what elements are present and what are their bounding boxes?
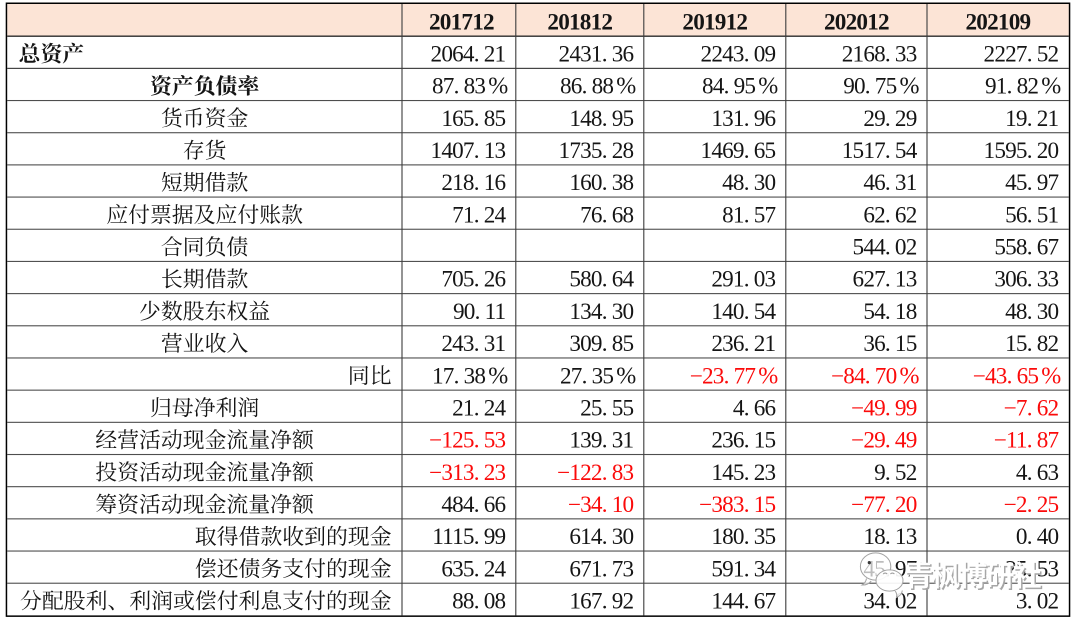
svg-text:3. 02: 3. 02 — [1016, 589, 1059, 615]
svg-text:−2. 25: −2. 25 — [1004, 492, 1059, 518]
svg-text:1407. 13: 1407. 13 — [431, 138, 506, 164]
svg-text:614. 30: 614. 30 — [569, 524, 633, 550]
svg-text:−122. 83: −122. 83 — [557, 460, 633, 486]
svg-text:544. 02: 544. 02 — [853, 235, 917, 261]
svg-text:−43. 65%: −43. 65% — [973, 363, 1062, 389]
svg-text:−383. 15: −383. 15 — [699, 492, 775, 518]
svg-text:201812: 201812 — [547, 9, 612, 35]
svg-text:17. 38%: 17. 38% — [432, 363, 508, 389]
svg-text:84. 95%: 84. 95% — [702, 74, 778, 100]
svg-text:236. 15: 236. 15 — [711, 428, 775, 454]
svg-text:54. 18: 54. 18 — [863, 299, 916, 325]
svg-text:46. 31: 46. 31 — [863, 170, 916, 196]
svg-text:671. 73: 671. 73 — [569, 556, 633, 582]
svg-text:−23. 77%: −23. 77% — [690, 363, 779, 389]
svg-text:−34. 10: −34. 10 — [568, 492, 634, 518]
svg-text:140. 54: 140. 54 — [711, 299, 776, 325]
svg-text:145. 23: 145. 23 — [711, 460, 775, 486]
svg-text:76. 68: 76. 68 — [580, 202, 633, 228]
svg-text:180. 35: 180. 35 — [711, 524, 775, 550]
svg-text:−7. 62: −7. 62 — [1004, 395, 1059, 421]
svg-text:18. 13: 18. 13 — [863, 524, 916, 550]
svg-text:9. 52: 9. 52 — [874, 460, 917, 486]
svg-text:202109: 202109 — [966, 9, 1031, 35]
svg-text:1469. 65: 1469. 65 — [701, 138, 776, 164]
svg-text:15. 82: 15. 82 — [1005, 331, 1058, 357]
svg-text:144. 67: 144. 67 — [711, 589, 775, 615]
svg-text:27. 35%: 27. 35% — [560, 363, 636, 389]
svg-text:34. 02: 34. 02 — [863, 589, 916, 615]
svg-text:2168. 33: 2168. 33 — [842, 42, 917, 68]
svg-text:87. 83%: 87. 83% — [432, 74, 508, 100]
svg-text:218. 16: 218. 16 — [441, 170, 505, 196]
svg-text:4. 63: 4. 63 — [1016, 460, 1059, 486]
svg-text:56. 51: 56. 51 — [1005, 202, 1058, 228]
svg-text:580. 64: 580. 64 — [569, 267, 634, 293]
svg-text:90. 11: 90. 11 — [453, 299, 506, 325]
svg-text:−29. 49: −29. 49 — [851, 428, 917, 454]
svg-text:236. 21: 236. 21 — [711, 331, 775, 357]
svg-text:1115. 99: 1115. 99 — [432, 524, 505, 550]
svg-text:1517. 54: 1517. 54 — [842, 138, 918, 164]
svg-text:160. 38: 160. 38 — [569, 170, 633, 196]
svg-text:201912: 201912 — [682, 9, 747, 35]
svg-text:139. 31: 139. 31 — [569, 428, 633, 454]
svg-text:148. 95: 148. 95 — [569, 106, 633, 132]
svg-text:−11. 87: −11. 87 — [994, 428, 1059, 454]
svg-text:25. 55: 25. 55 — [580, 395, 633, 421]
svg-text:−313. 23: −313. 23 — [429, 460, 505, 486]
svg-text:243. 31: 243. 31 — [441, 331, 505, 357]
svg-text:167. 92: 167. 92 — [569, 589, 633, 615]
svg-text:−125. 53: −125. 53 — [429, 428, 505, 454]
svg-text:21. 24: 21. 24 — [452, 395, 506, 421]
svg-text:91. 82%: 91. 82% — [985, 74, 1061, 100]
svg-text:48. 30: 48. 30 — [722, 170, 775, 196]
svg-text:202012: 202012 — [824, 9, 889, 35]
svg-text:88. 08: 88. 08 — [452, 589, 505, 615]
svg-text:627. 13: 627. 13 — [853, 267, 917, 293]
svg-text:705. 26: 705. 26 — [441, 267, 505, 293]
svg-text:201712: 201712 — [429, 9, 494, 35]
svg-text:591. 34: 591. 34 — [711, 556, 776, 582]
svg-text:−49. 99: −49. 99 — [851, 395, 917, 421]
svg-text:29. 29: 29. 29 — [863, 106, 916, 132]
svg-text:484. 66: 484. 66 — [441, 492, 505, 518]
svg-text:19. 21: 19. 21 — [1005, 106, 1058, 132]
svg-text:62. 62: 62. 62 — [863, 202, 916, 228]
svg-text:36. 15: 36. 15 — [863, 331, 916, 357]
svg-text:71. 24: 71. 24 — [452, 202, 506, 228]
svg-text:4. 66: 4. 66 — [733, 395, 776, 421]
svg-text:2064. 21: 2064. 21 — [431, 42, 506, 68]
svg-text:1735. 28: 1735. 28 — [559, 138, 634, 164]
svg-text:1595. 20: 1595. 20 — [984, 138, 1059, 164]
svg-text:−84. 70%: −84. 70% — [831, 363, 920, 389]
svg-text:−77. 20: −77. 20 — [851, 492, 917, 518]
svg-text:2227. 52: 2227. 52 — [984, 42, 1059, 68]
svg-text:558. 67: 558. 67 — [994, 235, 1058, 261]
svg-text:2243. 09: 2243. 09 — [701, 42, 776, 68]
svg-text:635. 24: 635. 24 — [441, 556, 506, 582]
svg-text:2431. 36: 2431. 36 — [559, 42, 634, 68]
svg-text:48. 30: 48. 30 — [1005, 299, 1058, 325]
svg-text:45. 97: 45. 97 — [1005, 170, 1058, 196]
svg-text:86. 88%: 86. 88% — [560, 74, 636, 100]
svg-text:0. 40: 0. 40 — [1016, 524, 1059, 550]
svg-text:291. 03: 291. 03 — [711, 267, 775, 293]
svg-text:306. 33: 306. 33 — [994, 267, 1058, 293]
svg-text:81. 57: 81. 57 — [722, 202, 775, 228]
svg-text:131. 96: 131. 96 — [711, 106, 775, 132]
svg-text:309. 85: 309. 85 — [569, 331, 633, 357]
svg-text:134. 30: 134. 30 — [569, 299, 633, 325]
svg-text:165. 85: 165. 85 — [441, 106, 505, 132]
svg-text:90. 75%: 90. 75% — [843, 74, 919, 100]
